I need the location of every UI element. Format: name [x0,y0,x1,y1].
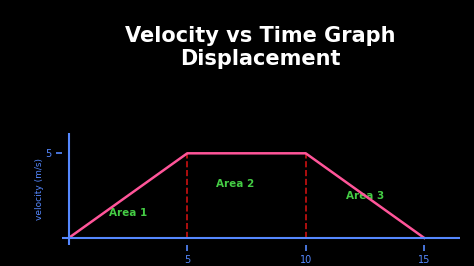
Text: Area 1: Area 1 [109,207,147,218]
Y-axis label: velocity (m/s): velocity (m/s) [35,158,44,220]
Text: Velocity vs Time Graph
Displacement: Velocity vs Time Graph Displacement [126,26,396,69]
Text: Area 3: Area 3 [346,191,384,201]
Text: Area 2: Area 2 [216,179,254,189]
